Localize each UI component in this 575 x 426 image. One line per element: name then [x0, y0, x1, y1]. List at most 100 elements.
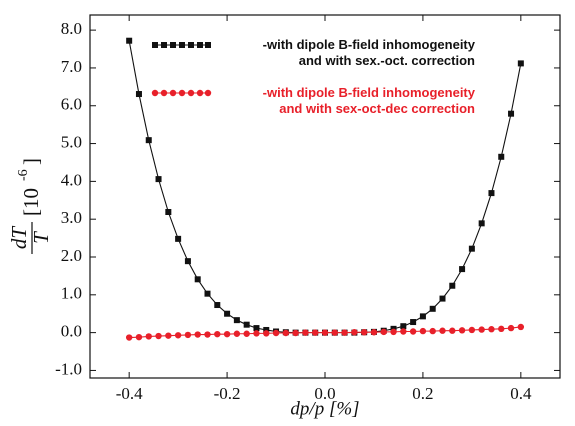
data-point: [184, 331, 192, 339]
y-tick-label: -1.0: [55, 359, 82, 378]
x-axis-label: dp/p [%]: [290, 398, 359, 419]
data-point: [380, 328, 387, 336]
data-point: [125, 334, 133, 341]
y-tick-label: 5.0: [61, 132, 82, 151]
data-point: [468, 245, 475, 252]
data-point: [243, 330, 250, 337]
data-point: [321, 329, 329, 336]
data-point: [498, 153, 505, 160]
data-point: [419, 313, 426, 320]
data-point: [135, 91, 142, 98]
data-point: [204, 290, 211, 297]
data-point: [292, 329, 299, 337]
y-axis-label: dTT [10 -6]: [7, 158, 53, 254]
y-tick-label: 2.0: [61, 246, 82, 265]
y-label-exponent: -6: [16, 169, 31, 181]
legend-marker: [205, 42, 211, 48]
data-point: [410, 319, 417, 326]
data-point: [449, 282, 456, 289]
data-point: [478, 220, 485, 227]
data-point: [370, 329, 378, 336]
legend-marker: [161, 42, 167, 48]
data-point: [224, 310, 231, 317]
legend-marker: [179, 42, 185, 48]
data-point: [282, 329, 290, 337]
y-label-denominator: T: [29, 231, 53, 244]
data-point: [155, 176, 162, 183]
y-label-unit-end: ]: [19, 158, 43, 165]
x-tick-label: -0.4: [116, 384, 143, 403]
data-point: [233, 317, 240, 324]
data-point: [175, 235, 182, 242]
data-point: [174, 332, 182, 339]
data-point: [184, 258, 191, 265]
legend-marker: [187, 89, 195, 97]
legend-marker: [152, 42, 158, 48]
data-point: [439, 327, 446, 334]
legend-label: -with dipole B-field inhomogeneity and w…: [262, 37, 475, 68]
x-tick-label: 0.0: [314, 384, 335, 403]
legend-marker: [170, 42, 176, 48]
y-tick-label: 6.0: [61, 95, 82, 114]
legend-marker: [160, 89, 168, 97]
y-tick-label: 7.0: [61, 57, 82, 76]
data-point: [400, 328, 407, 335]
data-point: [419, 327, 427, 335]
legend-label: -with dipole B-field inhomogeneity and w…: [262, 85, 475, 116]
y-tick-label: 1.0: [61, 284, 82, 303]
data-point: [351, 329, 358, 336]
x-tick-label: -0.2: [214, 384, 241, 403]
y-tick-label: 4.0: [61, 170, 82, 189]
data-point: [214, 330, 221, 338]
data-point: [126, 37, 133, 44]
data-point: [214, 302, 221, 309]
data-point: [488, 326, 495, 333]
data-point: [331, 329, 338, 336]
data-point: [204, 331, 211, 338]
y-label-unit: [10: [19, 188, 43, 216]
data-point: [253, 325, 260, 332]
legend-marker: [196, 89, 204, 97]
data-point: [449, 327, 456, 334]
legend-marker: [188, 42, 194, 48]
y-label-numerator: dT: [7, 226, 31, 250]
data-point: [233, 330, 241, 337]
data-point: [263, 326, 270, 333]
data-point: [272, 329, 280, 337]
data-point: [498, 325, 505, 333]
data-point: [488, 190, 495, 197]
data-point: [243, 321, 250, 328]
legend-marker: [151, 89, 159, 97]
data-point: [459, 266, 466, 273]
x-tick-label: 0.2: [412, 384, 433, 403]
data-point: [165, 209, 172, 216]
data-point: [468, 326, 476, 334]
legend-marker: [204, 89, 212, 97]
data-point: [429, 305, 436, 312]
data-point: [478, 326, 485, 333]
data-point: [409, 328, 417, 335]
data-point: [429, 327, 436, 335]
y-tick-label: 0.0: [61, 322, 82, 341]
plot-frame: [89, 14, 561, 379]
legend-marker: [197, 42, 203, 48]
x-tick-label: 0.4: [510, 384, 532, 403]
data-point: [145, 333, 152, 340]
y-tick-label: 3.0: [61, 208, 82, 227]
data-point: [302, 329, 309, 336]
data-point: [517, 60, 524, 67]
data-point: [194, 276, 201, 283]
y-tick-label: 8.0: [61, 19, 82, 38]
data-point: [263, 330, 270, 337]
legend-marker: [169, 89, 177, 97]
data-point: [390, 328, 397, 336]
data-point: [341, 329, 348, 336]
data-point: [517, 323, 525, 331]
data-point: [165, 332, 172, 339]
legend-marker: [178, 89, 186, 97]
data-point: [507, 324, 515, 332]
data-point: [360, 329, 368, 336]
data-point: [439, 295, 446, 302]
